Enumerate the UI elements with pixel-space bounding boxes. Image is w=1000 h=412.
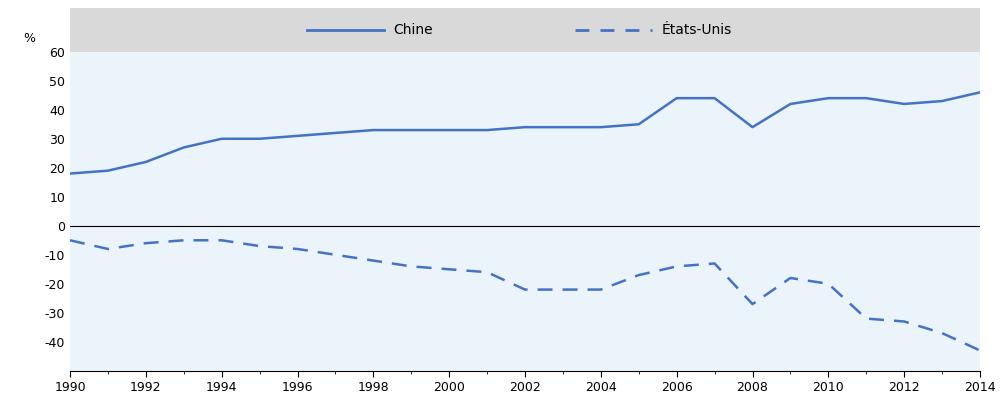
Y-axis label: %: %: [23, 33, 35, 45]
Text: Chine: Chine: [393, 23, 433, 37]
Text: États-Unis: États-Unis: [662, 23, 732, 37]
